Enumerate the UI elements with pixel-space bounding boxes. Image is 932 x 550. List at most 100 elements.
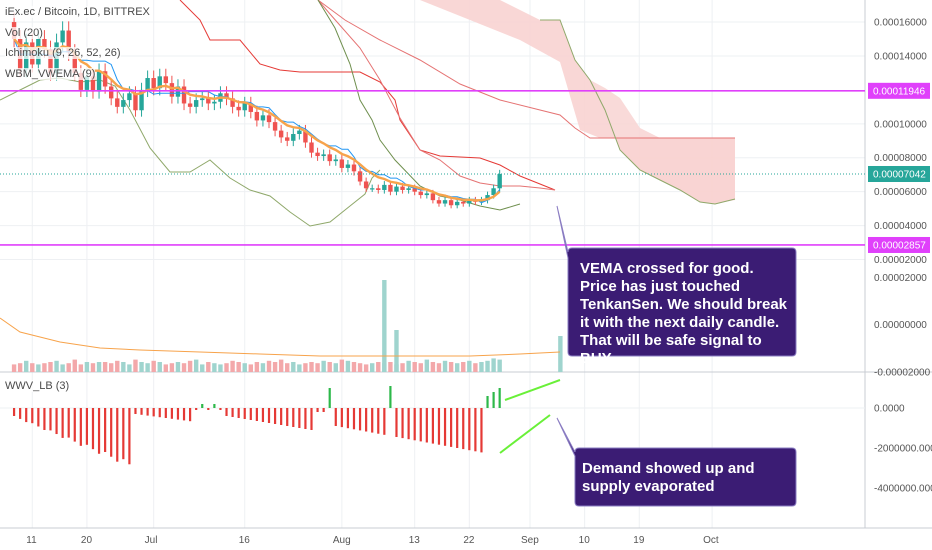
volume-bar xyxy=(157,362,162,372)
wwv-bar xyxy=(261,408,265,422)
volume-bar xyxy=(127,364,132,372)
volume-bar xyxy=(272,362,278,372)
candle xyxy=(278,130,284,138)
wwv-bar xyxy=(358,408,362,431)
wwv-bar xyxy=(116,408,119,462)
volume-bar xyxy=(60,364,65,372)
wwv-bar xyxy=(122,408,125,460)
legend-symbol: iEx.ec / Bitcoin, 1D, BITTREX xyxy=(5,6,150,18)
wwv-bar xyxy=(352,408,356,430)
wwv-bar xyxy=(195,408,198,410)
wwv-bar xyxy=(498,388,501,408)
volume-bar xyxy=(370,363,375,372)
volume-bar xyxy=(72,359,77,372)
volume-bar xyxy=(327,362,332,372)
volume-bar xyxy=(133,359,138,372)
wwv-bar xyxy=(480,408,483,453)
price-tick-label: 0.00004000 xyxy=(874,221,927,232)
candle xyxy=(303,130,308,143)
volume-bar xyxy=(321,360,326,372)
wwv-bar xyxy=(25,408,28,423)
price-label-text: 0.00007042 xyxy=(873,169,926,180)
wwv-bar xyxy=(207,408,210,410)
volume-bar xyxy=(24,360,29,372)
price-tick-label: 0.00006000 xyxy=(874,187,927,198)
candle xyxy=(436,200,442,204)
candle xyxy=(285,137,290,141)
candle xyxy=(60,30,65,43)
wwv-bar xyxy=(286,408,289,426)
volume-tick-label: 0.00000000 xyxy=(874,320,927,331)
volume-bar xyxy=(394,330,399,372)
candle xyxy=(48,49,53,73)
wwv-bar xyxy=(316,408,319,412)
candle xyxy=(181,86,187,104)
price-tick-label: 0.00002000 xyxy=(874,255,927,266)
callout-main-text: VEMA crossed for good. Price has just to… xyxy=(580,260,787,367)
volume-bar xyxy=(115,360,120,372)
volume-bar xyxy=(11,364,17,372)
wwv-bar xyxy=(249,408,252,420)
volume-bar xyxy=(163,364,169,372)
x-tick-label: 10 xyxy=(579,535,591,546)
volume-pane xyxy=(0,280,563,372)
candle xyxy=(169,83,175,97)
candle xyxy=(430,193,436,201)
volume-bar xyxy=(424,359,430,372)
wwv-bar xyxy=(255,408,258,421)
wwv-bar xyxy=(371,408,374,433)
candle xyxy=(42,39,47,50)
wwv-bar xyxy=(176,408,180,420)
candle xyxy=(108,86,114,99)
wwv-bar xyxy=(158,408,161,418)
candle xyxy=(448,200,454,206)
wwv-bar xyxy=(328,388,331,408)
volume-bar xyxy=(388,362,393,372)
candle xyxy=(254,111,260,121)
candle xyxy=(388,184,393,192)
wwv-bar xyxy=(213,404,216,408)
wwv-tick-label: -4000000.0000 xyxy=(874,484,932,495)
volume-bar xyxy=(108,363,114,372)
candle xyxy=(72,52,77,73)
wwv-bar xyxy=(170,408,173,419)
legend-vwema: WBM_VWEMA (9) xyxy=(5,68,96,80)
volume-bar xyxy=(448,362,454,372)
volume-bar xyxy=(236,362,241,372)
volume-bar xyxy=(187,360,193,372)
candle xyxy=(291,134,296,141)
wwv-bar xyxy=(401,408,404,439)
wwv-bar xyxy=(43,408,46,430)
wwv-bar xyxy=(365,408,368,432)
wwv-bar xyxy=(164,408,167,418)
x-tick-label: 19 xyxy=(633,535,645,546)
candle xyxy=(309,142,314,153)
candle xyxy=(212,101,217,104)
candle xyxy=(90,76,96,92)
volume-bar xyxy=(36,364,41,372)
volume-bar xyxy=(333,363,338,372)
chikou-span xyxy=(0,77,381,227)
wwv-bar xyxy=(97,408,101,454)
x-tick-label: Oct xyxy=(703,535,719,546)
candle xyxy=(418,191,423,196)
wwv-bar xyxy=(134,408,137,414)
volume-bar xyxy=(230,360,235,372)
candle xyxy=(467,200,472,204)
volume-bar xyxy=(175,362,181,372)
volume-bar xyxy=(224,363,229,372)
wwv-bar xyxy=(492,392,495,408)
wwv-tick-label: -2000000.0000 xyxy=(874,444,932,455)
volume-bar xyxy=(400,363,405,372)
candle xyxy=(248,103,253,112)
volume-bar xyxy=(42,363,47,372)
callout-demand-box xyxy=(556,417,797,507)
candle xyxy=(84,76,90,90)
candle xyxy=(115,98,120,107)
wwv-bar xyxy=(298,408,301,428)
candle xyxy=(224,93,229,99)
wwv-bar xyxy=(443,408,447,446)
volume-bar xyxy=(121,362,126,372)
volume-bar xyxy=(78,364,84,372)
candle xyxy=(297,130,302,134)
